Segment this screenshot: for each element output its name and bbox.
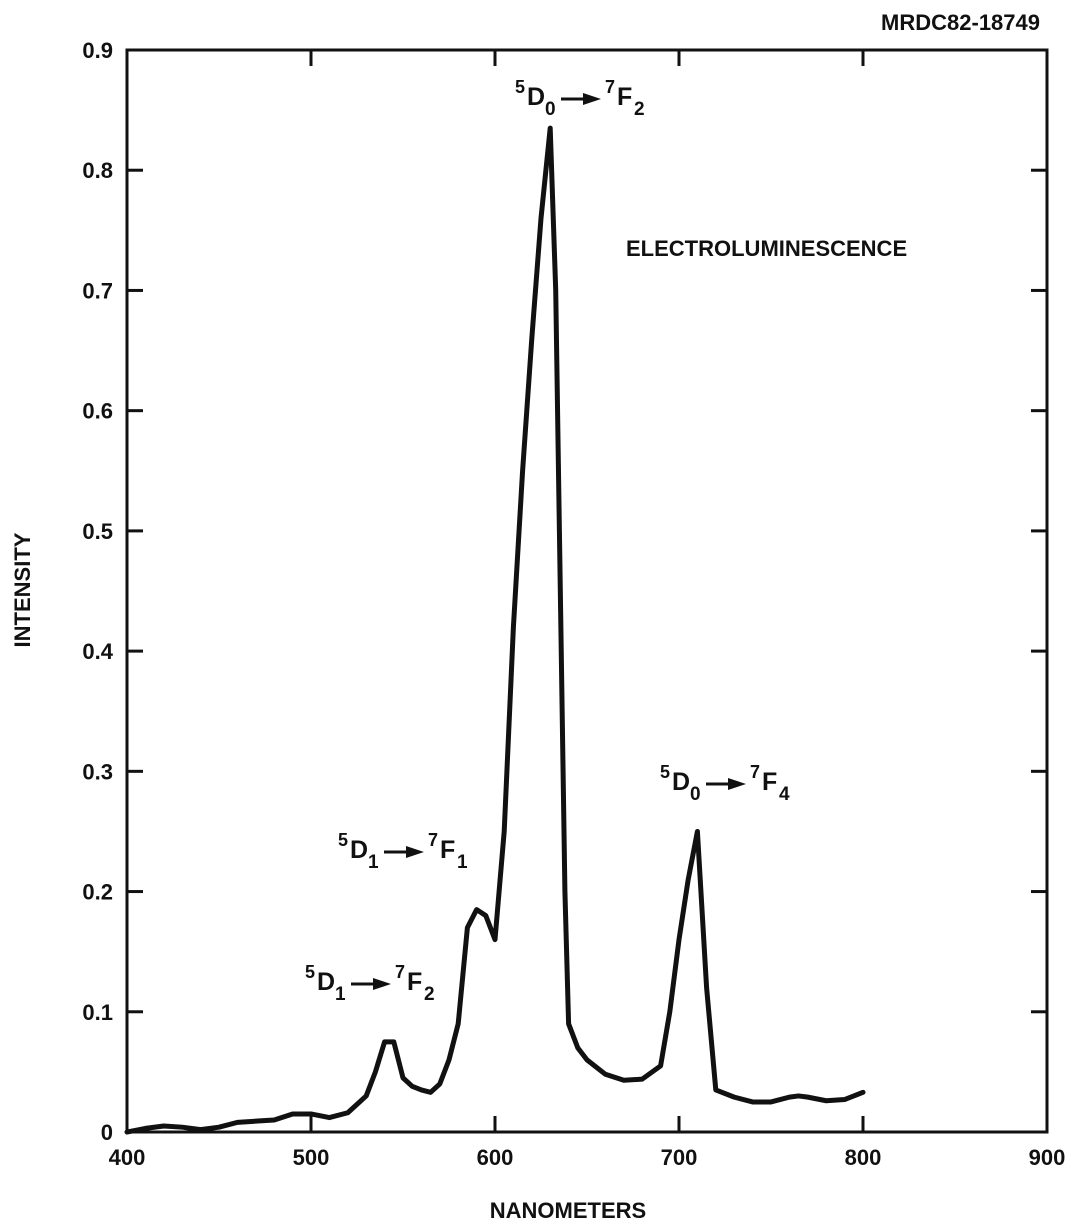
transition-label: F	[407, 968, 422, 996]
arrow-head	[406, 846, 424, 858]
arrow-head	[583, 93, 601, 105]
transition-label: 1	[368, 852, 379, 873]
x-tick-label: 400	[109, 1145, 146, 1170]
transition-label: D	[672, 768, 690, 796]
x-tick-label: 700	[661, 1145, 698, 1170]
transition-label: 5	[338, 830, 348, 850]
transition-label: 1	[335, 984, 346, 1005]
transition-label: 5	[515, 77, 525, 97]
x-axis-label: NANOMETERS	[490, 1198, 646, 1223]
x-tick-label: 800	[845, 1145, 882, 1170]
transition-label: 0	[545, 99, 556, 120]
annotation: ELECTROLUMINESCENCE	[626, 236, 907, 261]
transition-label: F	[617, 83, 632, 111]
transition-label: 2	[634, 99, 645, 120]
y-tick-label: 0.1	[82, 1000, 113, 1025]
arrow-head	[728, 778, 746, 790]
y-tick-label: 0.4	[82, 639, 113, 664]
y-tick-label: 0.7	[82, 278, 113, 303]
transition-label: F	[762, 768, 777, 796]
y-tick-label: 0.8	[82, 158, 113, 183]
y-tick-label: 0.5	[82, 519, 113, 544]
transition-label: 1	[457, 852, 468, 873]
transition-label: 4	[779, 784, 790, 805]
x-tick-label: 600	[477, 1145, 514, 1170]
transition-label: 5	[660, 762, 670, 782]
transition-label: 7	[605, 77, 615, 97]
x-tick-label: 500	[293, 1145, 330, 1170]
x-tick-label: 900	[1029, 1145, 1065, 1170]
transition-label: F	[440, 836, 455, 864]
transition-label: 7	[395, 962, 405, 982]
spectrum-line	[124, 125, 866, 1135]
y-tick-label: 0.6	[82, 399, 113, 424]
y-tick-label: 0.9	[82, 38, 113, 63]
transition-label: D	[350, 836, 368, 864]
y-tick-label: 0.3	[82, 759, 113, 784]
plot-frame	[125, 48, 1049, 1134]
chart-id: MRDC82-18749	[881, 10, 1040, 35]
transition-label: 7	[750, 762, 760, 782]
y-tick-label: 0	[101, 1120, 113, 1145]
arrow-head	[373, 978, 391, 990]
transition-label: 2	[424, 984, 435, 1005]
transition-label: 0	[690, 784, 701, 805]
y-axis-label: INTENSITY	[10, 532, 35, 647]
y-tick-label: 0.2	[82, 880, 113, 905]
transition-label: D	[527, 83, 545, 111]
transition-label: D	[317, 968, 335, 996]
transition-label: 5	[305, 962, 315, 982]
transition-label: 7	[428, 830, 438, 850]
